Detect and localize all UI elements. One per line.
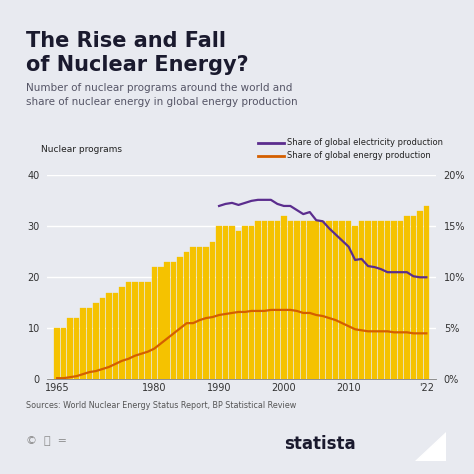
Bar <box>106 292 112 379</box>
Bar <box>417 211 423 379</box>
Bar <box>100 298 105 379</box>
Bar <box>158 267 164 379</box>
Bar <box>410 216 416 379</box>
Bar <box>197 247 202 379</box>
Bar <box>61 328 66 379</box>
Bar <box>359 221 365 379</box>
Bar <box>191 247 196 379</box>
Bar <box>210 242 215 379</box>
Bar <box>352 227 358 379</box>
Bar <box>313 221 319 379</box>
Bar <box>327 221 332 379</box>
Text: Number of nuclear programs around the world and
share of nuclear energy in globa: Number of nuclear programs around the wo… <box>26 83 298 107</box>
Bar <box>385 221 390 379</box>
Bar <box>55 328 60 379</box>
Bar <box>404 216 410 379</box>
Bar <box>274 221 280 379</box>
Bar <box>378 221 384 379</box>
Bar <box>80 308 86 379</box>
Bar <box>346 221 351 379</box>
Bar <box>145 283 151 379</box>
Bar <box>339 221 345 379</box>
Bar <box>87 308 92 379</box>
Bar <box>391 221 397 379</box>
Bar <box>242 227 248 379</box>
Bar <box>249 227 254 379</box>
Bar <box>203 247 209 379</box>
Bar <box>216 227 222 379</box>
Bar <box>184 252 190 379</box>
Bar <box>152 267 157 379</box>
Bar <box>301 221 306 379</box>
Bar <box>74 318 79 379</box>
Text: ©  ⓘ  =: © ⓘ = <box>26 436 67 446</box>
Bar <box>320 221 326 379</box>
Bar <box>67 318 73 379</box>
Bar <box>365 221 371 379</box>
Polygon shape <box>415 432 446 461</box>
Bar <box>398 221 403 379</box>
Bar <box>126 283 131 379</box>
Text: Share of global energy production: Share of global energy production <box>287 152 430 160</box>
Bar <box>424 206 429 379</box>
Bar <box>294 221 300 379</box>
Bar <box>268 221 273 379</box>
Bar <box>223 227 228 379</box>
Text: of Nuclear Energy?: of Nuclear Energy? <box>26 55 249 74</box>
Bar <box>113 292 118 379</box>
Bar <box>288 221 293 379</box>
Text: Nuclear programs: Nuclear programs <box>41 145 122 154</box>
Bar <box>177 257 183 379</box>
Text: Sources: World Nuclear Energy Status Report, BP Statistical Review: Sources: World Nuclear Energy Status Rep… <box>26 401 296 410</box>
Text: The Rise and Fall: The Rise and Fall <box>26 31 226 51</box>
Bar <box>164 262 170 379</box>
Bar <box>171 262 176 379</box>
Bar <box>262 221 267 379</box>
Bar <box>93 303 99 379</box>
Bar <box>119 287 125 379</box>
Bar <box>138 283 144 379</box>
Text: Share of global electricity production: Share of global electricity production <box>287 138 443 147</box>
Bar <box>255 221 261 379</box>
Bar <box>229 227 235 379</box>
Bar <box>372 221 377 379</box>
Bar <box>132 283 137 379</box>
Bar <box>333 221 338 379</box>
Text: statista: statista <box>284 435 356 453</box>
Bar <box>281 216 287 379</box>
Bar <box>307 221 312 379</box>
Bar <box>236 231 241 379</box>
